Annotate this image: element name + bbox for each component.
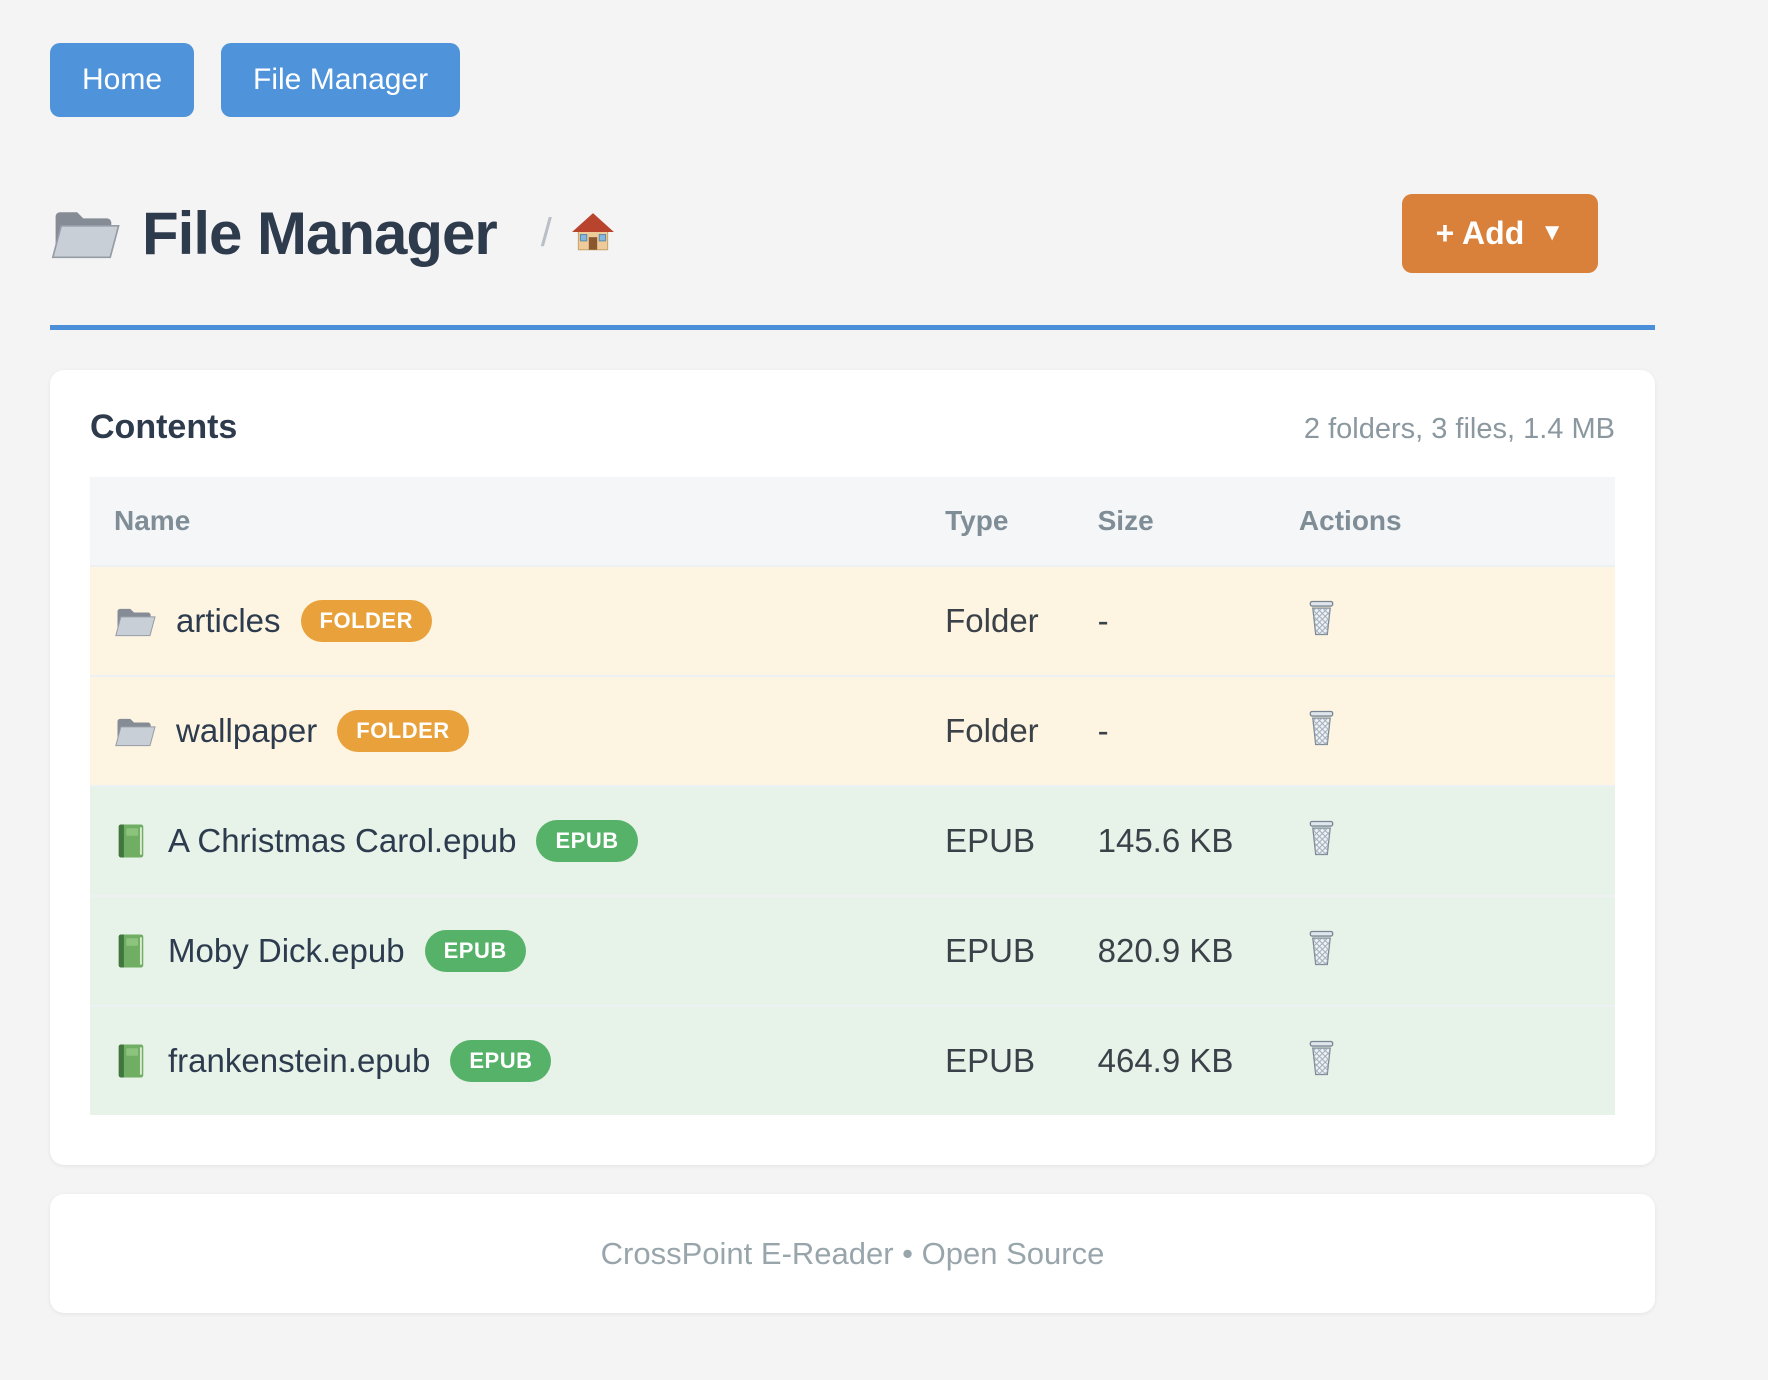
file-table: Name Type Size Actions articles FOLDER F…	[90, 477, 1615, 1115]
delete-button[interactable]	[1299, 927, 1344, 969]
column-header-type: Type	[921, 477, 1074, 566]
book-icon	[114, 1042, 148, 1080]
trash-icon	[1309, 1040, 1334, 1076]
folder-icon	[114, 714, 156, 749]
table-row: Moby Dick.epub EPUB EPUB 820.9 KB	[90, 895, 1615, 1006]
card-header: Contents 2 folders, 3 files, 1.4 MB	[90, 408, 1615, 447]
file-type: Folder	[921, 565, 1074, 676]
folder-icon	[50, 204, 120, 263]
file-size: 464.9 KB	[1073, 1005, 1275, 1115]
file-name[interactable]: wallpaper	[176, 712, 318, 749]
contents-card: Contents 2 folders, 3 files, 1.4 MB Name…	[50, 370, 1655, 1165]
delete-button[interactable]	[1299, 707, 1344, 749]
trash-icon	[1309, 600, 1334, 636]
file-type-badge: FOLDER	[337, 710, 469, 752]
file-type: EPUB	[921, 1005, 1074, 1115]
file-size: 145.6 KB	[1073, 785, 1275, 896]
delete-button[interactable]	[1299, 817, 1344, 859]
add-button-label: + Add	[1435, 214, 1525, 251]
page-header: File Manager / + Add ▼	[50, 183, 1655, 283]
footer: CrossPoint E-Reader • Open Source	[50, 1194, 1655, 1313]
book-icon	[114, 932, 148, 970]
delete-button[interactable]	[1299, 597, 1344, 639]
top-nav: Home File Manager	[50, 43, 1655, 117]
file-name[interactable]: Moby Dick.epub	[168, 932, 405, 969]
table-row: wallpaper FOLDER Folder -	[90, 675, 1615, 786]
file-name[interactable]: articles	[176, 602, 281, 639]
file-type-badge: FOLDER	[300, 600, 432, 642]
file-type-badge: EPUB	[536, 820, 638, 862]
caret-down-icon: ▼	[1540, 219, 1564, 246]
card-title: Contents	[90, 408, 238, 446]
column-header-actions: Actions	[1274, 477, 1615, 566]
trash-icon	[1309, 820, 1334, 856]
file-type: EPUB	[921, 785, 1074, 896]
home-icon[interactable]	[570, 210, 616, 256]
add-button[interactable]: + Add ▼	[1401, 193, 1598, 273]
file-size: -	[1073, 565, 1275, 676]
file-type-badge: EPUB	[450, 1040, 552, 1082]
page-title: File Manager	[142, 199, 498, 267]
breadcrumb-separator: /	[540, 210, 552, 255]
file-size: -	[1073, 675, 1275, 786]
file-type: EPUB	[921, 895, 1074, 1006]
table-row: articles FOLDER Folder -	[90, 565, 1615, 676]
column-header-size: Size	[1073, 477, 1275, 566]
page: Home File Manager File Manager /	[50, 43, 1655, 1313]
file-name[interactable]: frankenstein.epub	[168, 1042, 431, 1079]
file-manager-button[interactable]: File Manager	[221, 43, 461, 117]
book-icon	[114, 822, 148, 860]
file-type: Folder	[921, 675, 1074, 786]
footer-text: CrossPoint E-Reader • Open Source	[600, 1235, 1105, 1271]
trash-icon	[1309, 710, 1334, 746]
folder-icon	[114, 604, 156, 639]
column-header-name: Name	[90, 477, 922, 566]
title-divider	[50, 325, 1655, 330]
table-row: frankenstein.epub EPUB EPUB 464.9 KB	[90, 1005, 1615, 1115]
file-name[interactable]: A Christmas Carol.epub	[168, 822, 517, 859]
breadcrumb: /	[541, 210, 616, 256]
file-size: 820.9 KB	[1073, 895, 1275, 1006]
trash-icon	[1309, 930, 1334, 966]
contents-summary: 2 folders, 3 files, 1.4 MB	[1303, 413, 1615, 445]
file-type-badge: EPUB	[424, 930, 526, 972]
home-button[interactable]: Home	[50, 43, 195, 117]
delete-button[interactable]	[1299, 1037, 1344, 1079]
table-row: A Christmas Carol.epub EPUB EPUB 145.6 K…	[90, 785, 1615, 896]
